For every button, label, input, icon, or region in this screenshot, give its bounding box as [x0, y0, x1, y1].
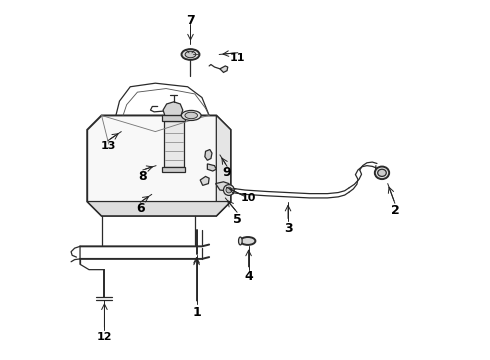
Ellipse shape [375, 167, 389, 179]
Text: 9: 9 [223, 166, 231, 179]
Ellipse shape [181, 49, 199, 60]
Text: 7: 7 [186, 14, 195, 27]
Text: 1: 1 [192, 306, 201, 319]
Polygon shape [220, 66, 228, 72]
Text: 3: 3 [284, 222, 293, 235]
Polygon shape [162, 116, 186, 121]
Text: 10: 10 [241, 193, 256, 203]
Text: 4: 4 [244, 270, 253, 283]
Polygon shape [216, 182, 230, 191]
Polygon shape [87, 116, 231, 216]
Text: 6: 6 [136, 202, 145, 215]
Polygon shape [162, 167, 186, 172]
Text: 2: 2 [391, 204, 399, 217]
Polygon shape [163, 102, 183, 116]
Text: 8: 8 [139, 170, 147, 183]
Text: 5: 5 [233, 213, 242, 226]
Ellipse shape [240, 237, 255, 245]
Ellipse shape [181, 111, 201, 121]
Ellipse shape [185, 112, 197, 119]
Ellipse shape [185, 51, 196, 58]
Polygon shape [207, 164, 216, 171]
Polygon shape [216, 116, 231, 216]
Ellipse shape [239, 237, 242, 245]
Circle shape [226, 187, 232, 193]
Ellipse shape [378, 169, 386, 176]
Polygon shape [205, 149, 212, 160]
Text: 12: 12 [97, 332, 112, 342]
Circle shape [223, 185, 234, 195]
Text: 13: 13 [100, 141, 116, 151]
Polygon shape [164, 121, 184, 167]
Polygon shape [87, 202, 231, 216]
Polygon shape [200, 176, 209, 185]
Text: 11: 11 [230, 53, 245, 63]
